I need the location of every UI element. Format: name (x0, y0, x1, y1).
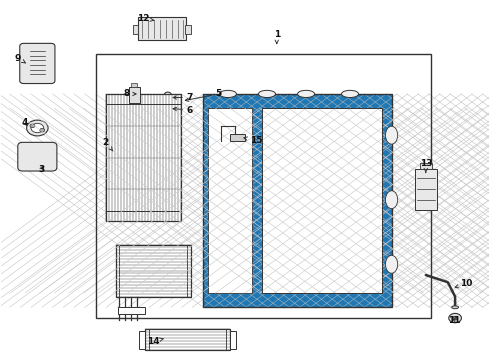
Text: 15: 15 (244, 136, 262, 145)
Ellipse shape (220, 90, 237, 98)
Bar (230, 134, 245, 140)
Ellipse shape (386, 126, 398, 144)
Text: 1: 1 (273, 30, 280, 44)
Ellipse shape (386, 191, 398, 209)
Bar (203, 94, 392, 307)
Bar (129, 87, 140, 103)
Circle shape (449, 314, 462, 323)
Ellipse shape (452, 306, 459, 309)
Bar (139, 330, 145, 348)
Circle shape (36, 152, 44, 158)
Bar (262, 108, 382, 293)
Circle shape (124, 292, 131, 297)
Bar (230, 330, 236, 348)
Text: 4: 4 (21, 118, 27, 127)
Bar (96, 54, 431, 318)
Text: 5: 5 (185, 89, 222, 102)
Text: 14: 14 (147, 337, 164, 346)
Text: 13: 13 (419, 159, 432, 172)
Bar (262, 108, 382, 293)
Ellipse shape (258, 90, 275, 98)
Ellipse shape (342, 90, 359, 98)
Bar (415, 169, 437, 211)
Circle shape (26, 120, 48, 136)
Bar (420, 163, 432, 169)
Text: 12: 12 (137, 14, 154, 23)
Text: 10: 10 (455, 279, 472, 288)
Circle shape (40, 129, 45, 132)
Bar (106, 94, 181, 221)
Text: 11: 11 (448, 316, 460, 325)
Circle shape (453, 316, 458, 320)
Bar (131, 83, 137, 87)
Ellipse shape (297, 90, 315, 98)
Circle shape (31, 123, 44, 133)
Circle shape (29, 157, 37, 162)
Bar (118, 307, 145, 315)
Text: 3: 3 (38, 165, 45, 174)
Bar (138, 17, 186, 40)
Bar (133, 25, 139, 34)
FancyBboxPatch shape (20, 43, 55, 84)
Ellipse shape (386, 255, 398, 273)
Bar (145, 329, 230, 350)
Bar (185, 25, 191, 34)
Text: 8: 8 (124, 89, 136, 98)
Text: 6: 6 (173, 105, 193, 114)
Bar (262, 108, 382, 293)
Bar (203, 94, 392, 307)
Circle shape (131, 92, 138, 97)
Text: 2: 2 (102, 138, 113, 151)
Bar (203, 94, 392, 307)
Bar (116, 244, 191, 297)
Bar (208, 108, 252, 293)
Text: 7: 7 (173, 93, 193, 102)
FancyBboxPatch shape (18, 142, 57, 171)
Text: 9: 9 (15, 54, 25, 63)
Circle shape (30, 124, 35, 128)
